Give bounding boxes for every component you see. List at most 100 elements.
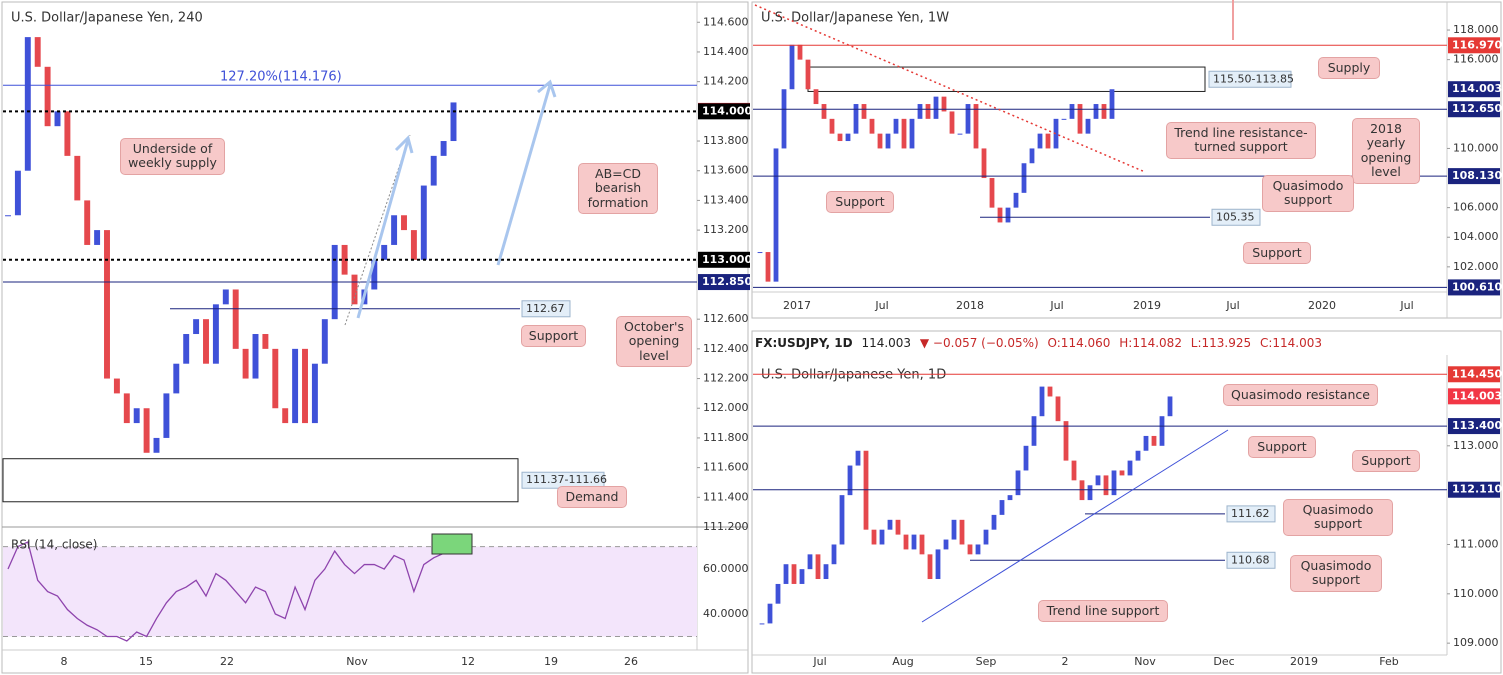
candle	[54, 111, 61, 127]
candle	[941, 96, 947, 112]
y-tick-label: 110.000	[1453, 587, 1499, 600]
candle	[34, 37, 41, 67]
price-label: 114.000	[702, 104, 752, 117]
level-label-box	[1211, 208, 1261, 226]
candle	[1037, 133, 1043, 149]
x-tick-label: Jul	[1049, 299, 1063, 312]
callout: Underside of weekly supply	[120, 138, 225, 175]
candle	[807, 554, 813, 570]
y-tick-label: 112.400	[703, 342, 749, 355]
candle	[1007, 495, 1013, 501]
candle	[153, 437, 160, 453]
price-label-box	[1448, 388, 1500, 405]
x-tick-label: 2019	[1290, 655, 1318, 668]
candle	[203, 319, 209, 364]
price-label-box	[1448, 366, 1500, 383]
x-tick-label: 2020	[1308, 299, 1336, 312]
candle	[781, 89, 787, 149]
trend-line	[921, 429, 1229, 623]
candle	[783, 564, 789, 584]
candle	[1061, 118, 1067, 120]
level-label-box	[521, 300, 571, 318]
symbol: FX:USDJPY, 1D	[755, 336, 853, 350]
close: C:114.003	[1259, 336, 1323, 350]
candle	[1119, 470, 1125, 476]
candle	[212, 304, 219, 364]
level-label: 112.67	[526, 302, 565, 315]
price-label: 114.450	[1452, 367, 1502, 380]
candle	[1071, 460, 1077, 481]
candle	[901, 118, 907, 149]
callout: Support	[1243, 242, 1311, 265]
candle	[321, 319, 328, 364]
candle	[917, 104, 923, 119]
callout: Quasimodo support	[1283, 499, 1393, 536]
candle	[1101, 104, 1107, 119]
candle	[829, 118, 835, 134]
price-label: 112.650	[1452, 102, 1502, 115]
x-tick-label: Jul	[874, 299, 888, 312]
candle	[989, 178, 995, 208]
candle	[1053, 118, 1059, 149]
x-tick-label: 2017	[783, 299, 811, 312]
candle	[242, 348, 249, 379]
candle	[1031, 416, 1037, 446]
candle	[805, 59, 811, 90]
price-label: 112.110	[1452, 483, 1502, 496]
x-tick-label: Sep	[976, 655, 997, 668]
candle	[420, 185, 427, 260]
chart-title: U.S. Dollar/Japanese Yen, 1W	[761, 11, 949, 26]
candle	[1143, 435, 1149, 451]
candle	[1109, 89, 1115, 119]
rsi-tick-label: 60.0000	[703, 562, 749, 575]
callout: Quasimodo support	[1262, 175, 1354, 212]
candle	[887, 519, 893, 530]
price-label: 113.400	[1452, 419, 1502, 432]
y-tick-label: 106.000	[1453, 201, 1499, 214]
candle	[44, 66, 51, 127]
y-tick-label: 114.200	[703, 75, 749, 88]
candle	[773, 148, 779, 282]
x-tick-label: 2018	[956, 299, 984, 312]
candle	[949, 111, 955, 134]
candle	[927, 554, 933, 580]
candle	[450, 102, 457, 142]
x-tick-label: 8	[61, 655, 68, 668]
candle	[893, 118, 899, 134]
y-tick-label: 116.000	[1453, 53, 1499, 66]
candle	[919, 534, 925, 555]
candle	[1127, 460, 1133, 476]
candle	[1039, 386, 1045, 417]
callout: Quasimodo support	[1290, 555, 1382, 592]
candle	[1021, 163, 1027, 193]
x-tick-label: Nov	[1134, 655, 1156, 668]
candle	[965, 104, 971, 134]
y-tick-label: 113.200	[703, 223, 749, 236]
candle	[1045, 133, 1051, 149]
callout: Demand	[557, 486, 627, 509]
candle	[973, 104, 979, 149]
x-tick-label: Aug	[892, 655, 913, 668]
candle	[791, 564, 797, 584]
level-label: 105.35	[1216, 210, 1255, 223]
x-tick-label: Dec	[1213, 655, 1234, 668]
rsi-tick-label: 40.0000	[703, 607, 749, 620]
candle	[1015, 470, 1021, 496]
y-tick-label: 113.800	[703, 134, 749, 147]
candle	[222, 289, 229, 305]
chart-title: U.S. Dollar/Japanese Yen, 240	[11, 11, 203, 26]
price-label: 113.000	[702, 253, 752, 266]
candle	[957, 133, 963, 135]
price-label-box	[698, 251, 750, 268]
y-tick-label: 104.000	[1453, 230, 1499, 243]
arrow-head	[537, 79, 557, 98]
candle	[885, 133, 891, 149]
price-label: 114.003	[1452, 389, 1502, 402]
candle	[1013, 192, 1019, 208]
arrow-head	[394, 135, 414, 154]
candle	[84, 200, 91, 245]
candle	[951, 519, 957, 540]
callout: Trend line support	[1038, 600, 1168, 623]
candle	[799, 569, 805, 584]
candle	[997, 207, 1003, 223]
